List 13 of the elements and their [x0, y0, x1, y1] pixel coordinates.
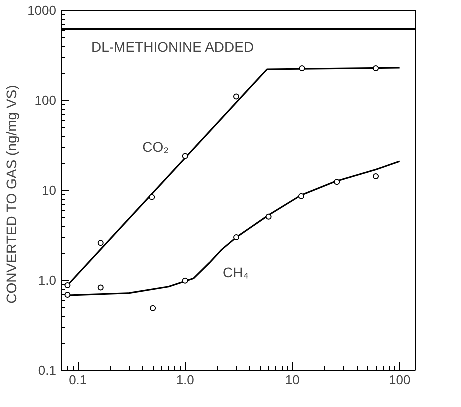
x-tick-label: 0.1 — [69, 372, 88, 388]
legend-label: DL-METHIONINE ADDED — [92, 39, 254, 56]
series-label: CH₄ — [223, 264, 250, 280]
x-tick-label: 100 — [388, 372, 411, 388]
y-tick-label: 10 — [42, 183, 57, 198]
y-axis-title: CONVERTED TO GAS (ng/mg VS) — [4, 85, 20, 304]
x-tick-label: 10 — [285, 372, 300, 388]
y-tick-label: 1000 — [28, 3, 56, 18]
y-tick-label: 1.0 — [38, 273, 57, 288]
x-tick-label: 1.0 — [176, 372, 194, 388]
y-tick-label: 0.1 — [38, 363, 57, 378]
series-label: CO₂ — [142, 139, 170, 156]
y-tick-label: 100 — [34, 93, 57, 108]
